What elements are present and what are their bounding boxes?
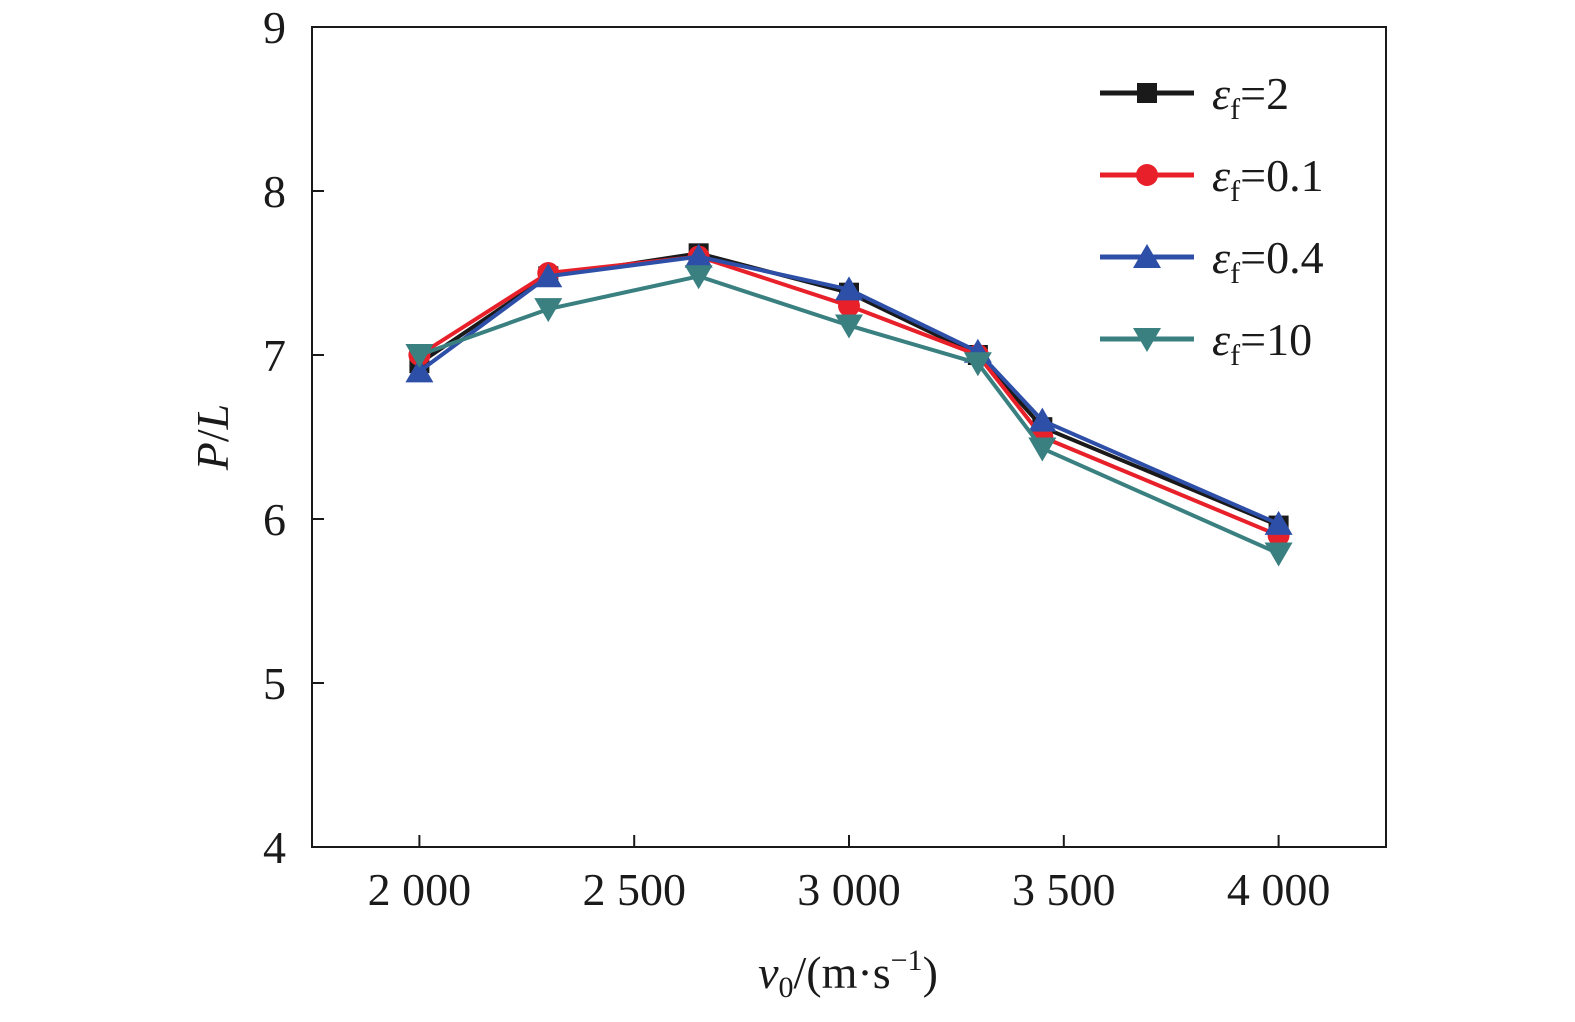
data-point [534, 263, 563, 288]
x-tick-label: 3 500 [1012, 864, 1116, 915]
y-axis-label-slash: / [187, 429, 238, 442]
data-point [405, 358, 434, 383]
series-layer [405, 243, 1293, 567]
y-axis-label-part2: L [187, 404, 238, 431]
legend-item-3: εf=10 [1100, 314, 1312, 372]
legend-label: εf=0.1 [1212, 150, 1324, 208]
legend-marker [1133, 244, 1161, 268]
y-tick-label: 8 [263, 166, 286, 217]
y-tick-label: 9 [263, 2, 286, 53]
y-tick-label: 6 [263, 494, 286, 545]
series-3 [405, 265, 1293, 567]
x-axis-label-superscript: −1 [891, 944, 923, 977]
y-tick-label: 7 [263, 330, 286, 381]
x-tick-label: 3 000 [797, 864, 901, 915]
x-axis-label-units: /(m·s [794, 947, 891, 998]
legend-marker [1137, 83, 1157, 103]
series-2 [405, 243, 1293, 535]
data-point [684, 243, 713, 268]
x-axis-label-close: ) [923, 947, 938, 998]
legend-label: εf=2 [1212, 68, 1289, 126]
legend-item-0: εf=2 [1100, 68, 1289, 126]
data-point [1028, 437, 1057, 462]
y-tick-label: 5 [263, 658, 286, 709]
legend-marker [1136, 164, 1158, 186]
legend-marker [1133, 328, 1161, 352]
y-tick-label: 4 [263, 822, 286, 873]
data-point [534, 298, 563, 323]
data-point [835, 276, 863, 301]
data-point [835, 314, 863, 339]
data-point [963, 352, 992, 377]
legend-item-2: εf=0.4 [1100, 232, 1324, 290]
x-axis: 2 000 2 500 3 000 3 500 4 000 [368, 835, 1331, 915]
data-point [405, 344, 434, 368]
legend-label: εf=10 [1212, 314, 1312, 372]
y-axis: 4 5 6 7 8 9 [263, 2, 324, 873]
x-axis-label: v0/(m·s−1) [758, 944, 938, 1004]
legend: εf=2 εf=0.1 εf=0.4 εf=10 [1100, 68, 1324, 372]
x-tick-label: 2 000 [368, 864, 472, 915]
data-point [684, 265, 713, 290]
data-point [1264, 510, 1293, 535]
x-tick-label: 2 500 [582, 864, 686, 915]
legend-label: εf=0.4 [1212, 232, 1324, 290]
legend-item-1: εf=0.1 [1100, 150, 1324, 208]
data-point [1264, 542, 1293, 567]
y-axis-label: P/L [187, 404, 238, 471]
x-tick-label: 4 000 [1227, 864, 1331, 915]
x-axis-label-subscript: 0 [779, 971, 794, 1004]
data-point [1028, 407, 1057, 432]
y-axis-label-part1: P [187, 442, 238, 471]
x-axis-label-base: v [758, 947, 779, 998]
